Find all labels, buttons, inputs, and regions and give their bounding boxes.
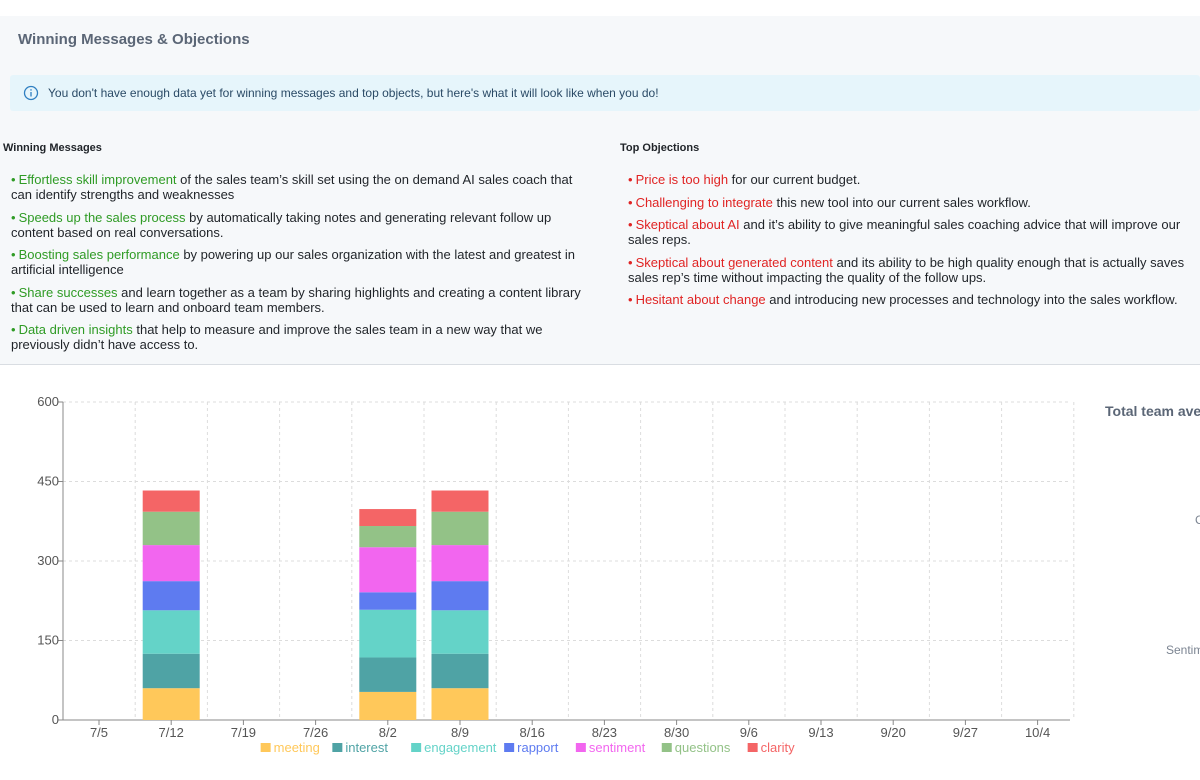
x-tick-label: 9/13	[808, 725, 833, 740]
winning-message-highlight: Boosting sales performance	[18, 247, 180, 262]
objection-text: and its ability to be high quality enoug…	[628, 254, 1185, 285]
info-circle-icon	[23, 85, 39, 101]
legend-swatch-sentiment	[575, 743, 586, 752]
x-tick-label: 7/26	[303, 725, 328, 740]
legend-label-rapport: rapport	[517, 740, 559, 755]
bar-segment-interest	[142, 653, 200, 689]
radar-axis-label: C	[1195, 513, 1200, 527]
bar-segment-questions	[359, 526, 417, 548]
bar-segment-clarity	[431, 490, 489, 512]
legend-label-clarity: clarity	[761, 740, 795, 755]
objection-item: • Price is too high for our current budge…	[628, 172, 861, 187]
objection-text: and introducing new processes and techno…	[765, 292, 1178, 307]
legend-label-interest: interest	[345, 740, 388, 755]
x-tick-label: 8/9	[451, 725, 469, 740]
x-tick-label: 7/12	[159, 725, 184, 740]
bar-segment-sentiment	[431, 545, 489, 582]
x-tick-label: 8/2	[379, 725, 397, 740]
bar-segment-rapport	[142, 581, 200, 611]
legend-label-engagement: engagement	[424, 740, 497, 755]
legend-label-meeting: meeting	[274, 740, 320, 755]
winning-messages-card: Winning Messages & Objections You don't …	[0, 16, 1200, 365]
legend-swatch-questions	[661, 743, 672, 752]
winning-message-item: • Speeds up the sales process by automati…	[11, 209, 552, 240]
objection-highlight: Skeptical about AI	[635, 217, 740, 232]
bar-segment-engagement	[359, 609, 417, 658]
y-tick-label: 450	[37, 474, 59, 489]
bar-segment-rapport	[359, 592, 417, 610]
bar-segment-meeting	[359, 691, 417, 720]
winning-message-text: of the sales team’s skill set using the …	[11, 172, 573, 202]
winning-message-text: and learn together as a team by sharing …	[11, 284, 581, 315]
x-tick-label: 8/30	[664, 725, 689, 740]
objection-item: • Hesitant about change and introducing n…	[628, 292, 1178, 307]
bar-segment-sentiment	[359, 547, 417, 593]
legend-swatch-meeting	[260, 743, 271, 752]
top-objections-list: • Price is too high for our current budge…	[628, 172, 1200, 315]
y-tick-label: 300	[37, 553, 59, 568]
x-tick-label: 10/4	[1025, 725, 1050, 740]
winning-message-highlight: Speeds up the sales process	[18, 209, 186, 225]
x-tick-label: 7/5	[90, 725, 108, 740]
legend-swatch-clarity	[747, 743, 758, 752]
bar-segment-meeting	[142, 688, 200, 720]
bar-segment-rapport	[431, 581, 489, 611]
x-tick-label: 8/16	[520, 725, 545, 740]
x-tick-label: 9/20	[881, 725, 906, 740]
legend-label-sentiment: sentiment	[589, 740, 646, 755]
winning-message-highlight: Effortless skill improvement	[18, 172, 177, 187]
winning-messages-list: • Effortless skill improvement of the sal…	[11, 172, 596, 360]
winning-message-item: • Share successes and learn together as a…	[11, 284, 581, 315]
winning-message-item: • Effortless skill improvement of the sal…	[11, 172, 573, 202]
info-banner: You don't have enough data yet for winni…	[10, 75, 1200, 111]
objection-highlight: Hesitant about change	[635, 292, 766, 307]
objection-highlight: Price is too high	[635, 172, 729, 187]
winning-message-highlight: Data driven insights	[18, 322, 133, 337]
y-tick-label: 150	[37, 633, 59, 648]
winning-message-item: • Boosting sales performance by powering …	[11, 247, 576, 277]
winning-message-text: by powering up our sales organization wi…	[11, 247, 576, 277]
banner-text: You don't have enough data yet for winni…	[48, 86, 659, 100]
objection-item: • Skeptical about AI and it’s ability to …	[628, 217, 1181, 247]
legend-swatch-rapport	[504, 743, 515, 752]
radar-axis-label: Sentim	[1166, 643, 1200, 657]
bar-segment-questions	[142, 511, 200, 546]
x-tick-label: 8/23	[592, 725, 617, 740]
winning-message-highlight: Share successes	[18, 284, 118, 300]
bar-segment-clarity	[359, 509, 417, 527]
stacked-bar-chart: 0 150 300 450 600 7/5 7/12 7/19 7/26 8/2 8/9 8/16 8/…	[37, 394, 1075, 755]
bar-segment-clarity	[142, 490, 200, 512]
bar-segment-interest	[431, 653, 489, 689]
bar-segment-engagement	[142, 610, 200, 654]
winning-message-text: that help to measure and improve the sal…	[11, 322, 543, 352]
top-objections-heading: Top Objections	[620, 142, 700, 154]
legend-swatch-interest	[332, 743, 343, 752]
winning-message-item: • Data driven insights that help to measu…	[11, 322, 543, 352]
bar-segment-engagement	[431, 610, 489, 654]
x-tick-label: 9/6	[740, 725, 758, 740]
card-title: Winning Messages & Objections	[18, 31, 250, 48]
objection-item: • Skeptical about generated content and i…	[628, 254, 1185, 285]
bar-segment-interest	[359, 657, 417, 692]
objection-text: this new tool into our current sales wor…	[772, 194, 1031, 210]
objection-text: and it’s ability to give meaningful sale…	[628, 217, 1181, 247]
x-tick-label: 7/19	[231, 725, 256, 740]
legend-swatch-engagement	[411, 743, 422, 752]
team-average-title: Total team ave	[1105, 403, 1200, 419]
bar-segment-meeting	[431, 688, 489, 720]
y-tick-label: 0	[52, 712, 59, 727]
objection-text: for our current budget.	[728, 172, 861, 187]
winning-messages-heading: Winning Messages	[3, 142, 102, 154]
legend-label-questions: questions	[675, 740, 731, 755]
bar-segment-questions	[431, 511, 489, 546]
objection-highlight: Challenging to integrate	[635, 194, 773, 210]
bar-segment-sentiment	[142, 545, 200, 582]
y-tick-label: 600	[37, 394, 59, 409]
objection-item: • Challenging to integrate this new tool …	[628, 194, 1031, 210]
objection-highlight: Skeptical about generated content	[635, 254, 833, 270]
winning-message-text: by automatically taking notes and genera…	[11, 209, 552, 240]
x-tick-label: 9/27	[953, 725, 978, 740]
